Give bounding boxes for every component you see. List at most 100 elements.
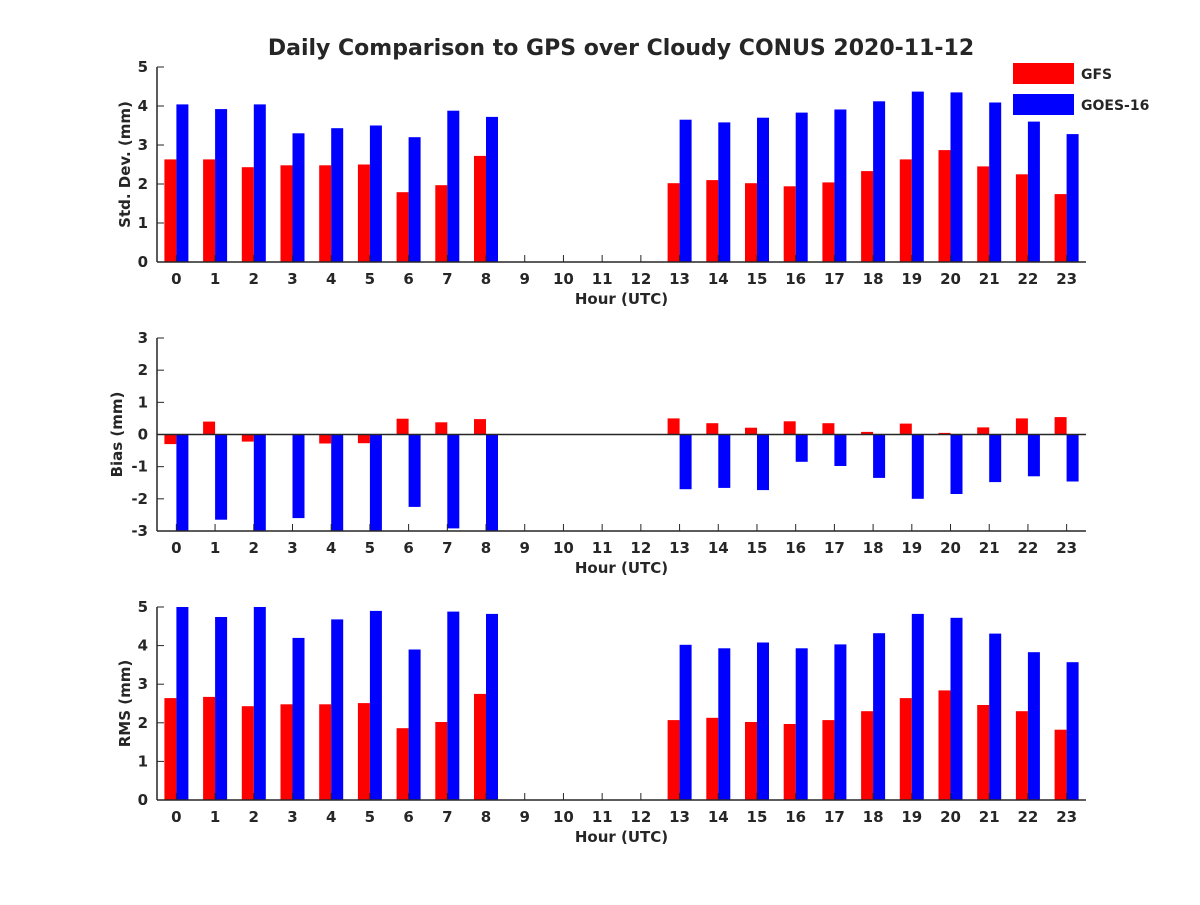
bar-goes-16-hour-17 — [834, 434, 847, 466]
bar-gfs-hour-6 — [396, 418, 409, 435]
bar-goes-16-hour-7 — [447, 611, 460, 800]
x-tick-label: 14 — [708, 539, 729, 557]
x-tick-label: 10 — [553, 539, 574, 557]
x-tick-label: 4 — [326, 808, 336, 826]
x-tick-label: 1 — [210, 270, 220, 288]
x-tick-label: 14 — [708, 270, 729, 288]
y-tick-label: -2 — [131, 490, 148, 508]
bar-goes-16-hour-14 — [718, 648, 731, 800]
bar-goes-16-hour-20 — [950, 92, 963, 263]
bar-goes-16-hour-1 — [215, 109, 228, 262]
bar-gfs-hour-16 — [783, 421, 796, 435]
bar-gfs-hour-8 — [474, 419, 486, 435]
x-tick-label: 5 — [365, 808, 375, 826]
x-tick-label: 0 — [171, 808, 181, 826]
legend-swatch-goes-16 — [1013, 94, 1074, 115]
bar-goes-16-hour-8 — [486, 116, 498, 263]
y-tick-label: 4 — [138, 97, 148, 115]
x-tick-label: 7 — [442, 808, 452, 826]
bar-gfs-hour-4 — [319, 165, 332, 262]
x-tick-label: 17 — [824, 270, 845, 288]
bar-goes-16-hour-0 — [176, 434, 189, 531]
x-tick-label: 12 — [630, 270, 651, 288]
bar-goes-16-hour-16 — [795, 648, 808, 800]
bar-gfs-hour-19 — [899, 159, 912, 262]
y-tick-label: -1 — [131, 458, 148, 476]
x-tick-label: 21 — [979, 539, 1000, 557]
bar-gfs-hour-16 — [783, 724, 796, 800]
bar-gfs-hour-21 — [977, 705, 990, 800]
bar-gfs-hour-22 — [1015, 174, 1028, 263]
bar-goes-16-hour-18 — [873, 101, 886, 262]
x-tick-label: 3 — [287, 270, 297, 288]
bar-gfs-hour-1 — [203, 421, 216, 435]
x-tick-label: 20 — [940, 808, 961, 826]
legend-label-goes-16: GOES-16 — [1081, 98, 1149, 114]
bar-goes-16-hour-2 — [253, 434, 266, 531]
x-tick-label: 15 — [747, 270, 768, 288]
x-tick-label: 8 — [481, 539, 491, 557]
x-tick-label: 22 — [1018, 539, 1039, 557]
bar-goes-16-hour-6 — [408, 137, 421, 262]
bar-gfs-hour-15 — [745, 183, 757, 262]
y-tick-label: 1 — [138, 214, 148, 232]
y-axis-label: Std. Dev. (mm) — [116, 101, 134, 228]
x-tick-label: 3 — [287, 539, 297, 557]
bar-gfs-hour-22 — [1015, 418, 1028, 435]
y-tick-label: 0 — [138, 253, 148, 271]
x-tick-label: 10 — [553, 808, 574, 826]
bar-gfs-hour-5 — [357, 164, 370, 262]
bar-gfs-hour-0 — [164, 159, 177, 262]
bar-goes-16-hour-4 — [331, 434, 344, 531]
y-tick-label: 1 — [138, 752, 148, 770]
x-tick-label: 15 — [747, 539, 768, 557]
x-tick-label: 2 — [249, 808, 259, 826]
y-tick-label: 3 — [138, 329, 148, 347]
y-tick-label: 2 — [138, 175, 148, 193]
bar-gfs-hour-2 — [241, 167, 254, 262]
bar-goes-16-hour-15 — [757, 117, 769, 262]
bar-gfs-hour-5 — [357, 434, 370, 444]
x-tick-label: 3 — [287, 808, 297, 826]
bar-gfs-hour-20 — [938, 150, 951, 262]
bar-goes-16-hour-6 — [408, 649, 421, 800]
bar-goes-16-hour-22 — [1027, 434, 1040, 477]
bar-gfs-hour-8 — [474, 155, 486, 262]
bar-gfs-hour-21 — [977, 166, 990, 262]
x-axis-label: Hour (UTC) — [575, 828, 668, 846]
bar-goes-16-hour-4 — [331, 619, 344, 800]
legend-swatch-gfs — [1013, 63, 1074, 84]
bar-gfs-hour-19 — [899, 698, 912, 800]
bar-goes-16-hour-18 — [873, 633, 886, 800]
x-tick-label: 1 — [210, 539, 220, 557]
bar-gfs-hour-21 — [977, 427, 990, 435]
bar-goes-16-hour-5 — [369, 434, 382, 531]
bar-gfs-hour-13 — [667, 720, 680, 800]
bar-goes-16-hour-16 — [795, 434, 808, 462]
bar-goes-16-hour-3 — [292, 637, 305, 800]
bar-goes-16-hour-8 — [486, 434, 498, 531]
y-tick-label: 0 — [138, 791, 148, 809]
bar-gfs-hour-2 — [241, 434, 254, 442]
bar-gfs-hour-14 — [706, 423, 719, 435]
bar-goes-16-hour-20 — [950, 617, 963, 800]
bar-goes-16-hour-19 — [911, 434, 924, 499]
y-tick-label: 2 — [138, 714, 148, 732]
bar-gfs-hour-22 — [1015, 711, 1028, 800]
x-tick-label: 6 — [403, 808, 413, 826]
x-tick-label: 5 — [365, 539, 375, 557]
x-tick-label: 4 — [326, 270, 336, 288]
x-tick-label: 6 — [403, 539, 413, 557]
bar-gfs-hour-6 — [396, 728, 409, 800]
bar-goes-16-hour-1 — [215, 617, 228, 800]
y-tick-label: 1 — [138, 393, 148, 411]
bar-goes-16-hour-19 — [911, 613, 924, 800]
bar-gfs-hour-2 — [241, 706, 254, 800]
x-tick-label: 20 — [940, 270, 961, 288]
bar-gfs-hour-15 — [745, 427, 757, 435]
bar-gfs-hour-4 — [319, 434, 332, 444]
bar-gfs-hour-7 — [435, 185, 448, 262]
bar-goes-16-hour-15 — [757, 642, 769, 800]
